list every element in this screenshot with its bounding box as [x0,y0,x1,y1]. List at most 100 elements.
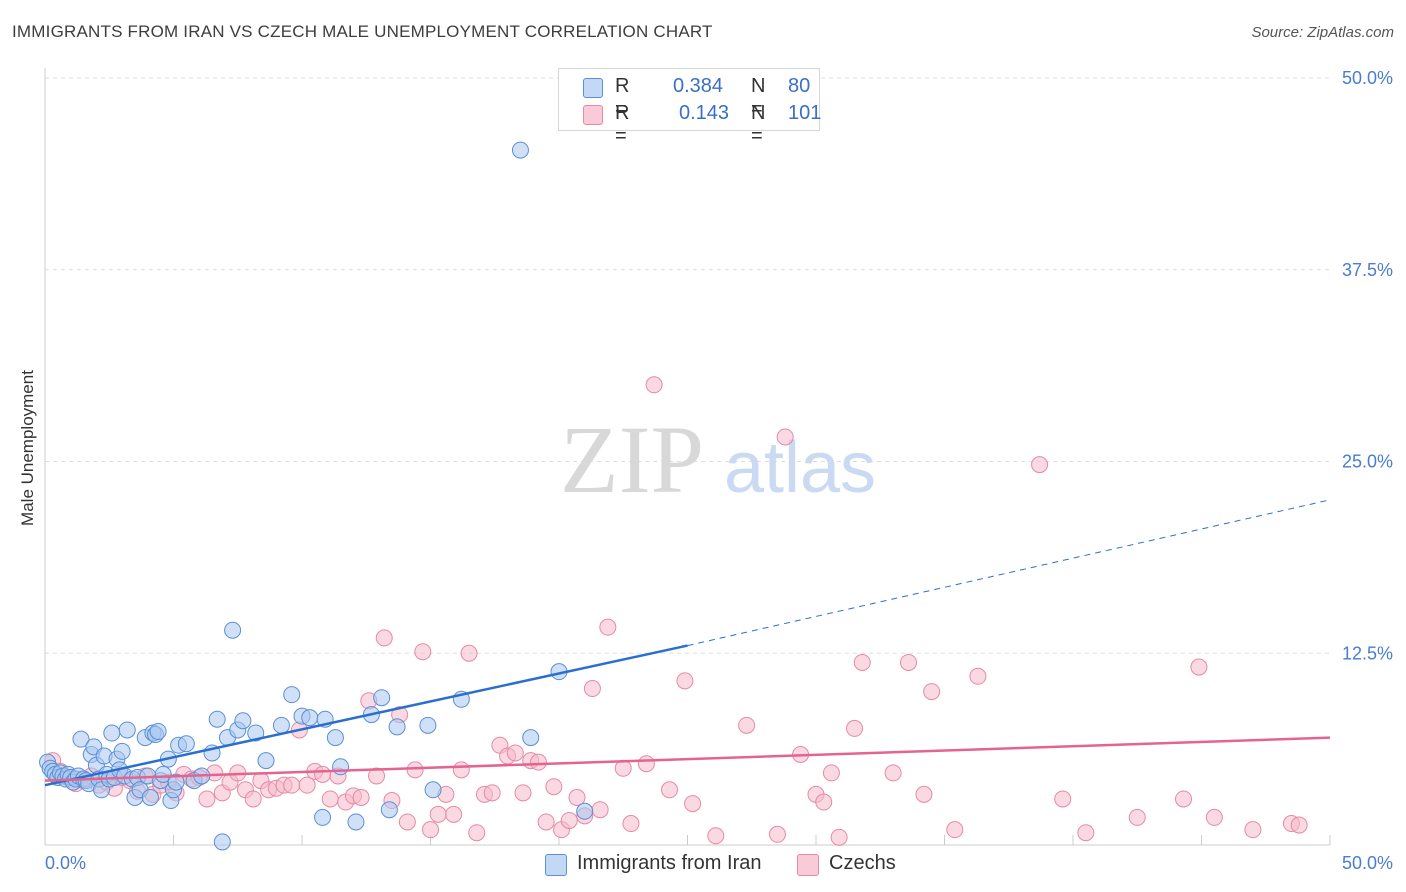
x-tick-label: 50.0% [1342,853,1393,873]
iran-data-point [103,724,121,742]
czechs-data-point [900,653,918,671]
czechs-data-point [283,776,301,794]
iran-data-point [388,718,406,736]
czechs-data-point [738,716,756,734]
iran-points [39,141,594,851]
iran-trend-line [44,644,688,787]
czechs-data-point [1031,456,1049,474]
iran-data-point [177,735,195,753]
czechs-data-point [1128,808,1146,826]
legend-n-label: N = [751,75,766,120]
czechs-data-point [676,672,694,690]
iran-data-point [154,765,172,783]
iran-data-point [314,808,332,826]
czechs-data-point [460,644,478,662]
watermark-zip: ZIP [560,406,704,513]
iran-data-point [511,141,529,159]
iran-data-point [118,721,136,739]
czechs-data-point [923,683,941,701]
y-tick-label: 12.5% [1342,643,1393,663]
czechs-data-point [244,790,262,808]
czechs-data-point [614,759,632,777]
czechs-data-point [568,788,586,806]
legend-n-label: N = [751,102,766,147]
iran-data-point [167,773,185,791]
iran-data-point [373,689,391,707]
czechs-data-point [684,795,702,813]
iran-data-point [424,781,442,799]
czechs-data-point [314,765,332,783]
czechs-data-point [645,376,663,394]
czechs-data-point [946,821,964,839]
czechs-data-point [969,667,987,685]
czechs-data-point [398,813,416,831]
czechs-data-point [1175,790,1193,808]
legend-r-label: R = [615,75,630,120]
iran-data-point [72,730,90,748]
czechs-data-point [368,767,386,785]
grid-lines [45,77,1330,654]
czechs-data-point [298,776,316,794]
czechs-data-point [514,784,532,802]
y-axis-label: Male Unemployment [18,370,37,526]
czechs-data-point [545,778,563,796]
czechs-data-point [529,753,547,771]
iran-data-point [301,709,319,727]
czechs-data-point [414,643,432,661]
czechs-data-point [560,811,578,829]
czechs-data-point [915,785,933,803]
bottom-legend-label-iran: Immigrants from Iran [577,852,762,874]
legend-swatch-iran [583,78,603,98]
iran-data-point [113,742,131,760]
iran-data-point [326,729,344,747]
czechs-data-point [483,784,501,802]
czechs-data-point [429,805,447,823]
czechs-data-point [1244,821,1262,839]
czechs-data-point [591,801,609,819]
czechs-data-point [776,428,794,446]
bottom-swatch-czechs [797,854,819,876]
y-tick-label: 25.0% [1342,452,1393,472]
iran-data-point [141,788,159,806]
czechs-data-point [468,824,486,842]
iran-data-point [419,716,437,734]
legend-n-value: 101 [788,102,822,124]
czechs-data-point [375,629,393,647]
legend-swatch-czechs [583,105,603,125]
czechs-data-point [815,793,833,811]
legend-r-value: 0.384 [673,75,724,97]
czechs-data-point [445,805,463,823]
czechs-data-point [661,781,679,799]
iran-data-point [576,802,594,820]
czechs-trend-line [44,736,1331,782]
czechs-data-point [1190,658,1208,676]
bottom-swatch-iran [545,854,567,876]
axes [44,68,1331,846]
czechs-data-point [321,790,339,808]
czechs-data-point [884,764,902,782]
trend-lines [44,499,1331,787]
iran-data-point [213,833,231,851]
iran-trend-extension [687,499,1331,647]
czechs-data-point [198,790,216,808]
x-tick-label: 0.0% [45,853,86,873]
iran-data-point [332,758,350,776]
czechs-data-point [1205,808,1223,826]
legend-r-label: R = [615,102,630,147]
czechs-data-point [352,788,370,806]
y-tick-label: 50.0% [1342,68,1393,88]
czechs-data-point [452,761,470,779]
czechs-data-point [822,764,840,782]
iran-data-point [347,813,365,831]
y-tick-label: 37.5% [1342,260,1393,280]
czechs-data-point [406,761,424,779]
czechs-data-point [637,755,655,773]
y-axis-label-wrap: Male Unemployment [16,350,40,550]
czechs-data-point [422,821,439,839]
czechs-data-point [1290,816,1308,834]
czechs-data-point [1054,790,1072,808]
iran-data-point [224,621,242,639]
czechs-data-point [583,680,601,698]
czechs-data-point [830,828,848,846]
